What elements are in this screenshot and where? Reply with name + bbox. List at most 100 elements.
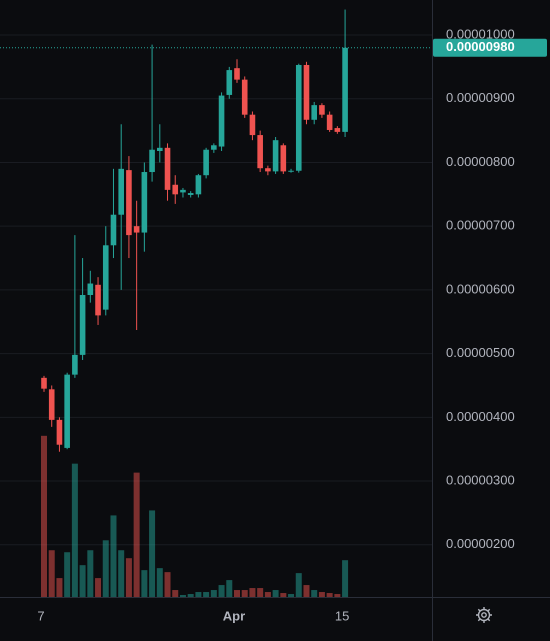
candle-body bbox=[141, 172, 148, 233]
candle-body bbox=[56, 419, 63, 445]
candle-body bbox=[272, 140, 279, 172]
x-tick-label: 15 bbox=[335, 608, 349, 623]
candle-body bbox=[102, 245, 109, 310]
volume-bar bbox=[280, 593, 287, 597]
volume-bar bbox=[41, 435, 47, 597]
volume-bar bbox=[64, 552, 71, 597]
candle-body bbox=[149, 149, 155, 173]
last-price-tag bbox=[433, 38, 547, 57]
candle-body bbox=[311, 105, 317, 120]
candle-body bbox=[303, 64, 310, 120]
volume-bar bbox=[133, 472, 140, 597]
candle-body bbox=[195, 175, 202, 195]
volume-bar bbox=[334, 594, 341, 597]
volume-bar bbox=[179, 595, 186, 597]
volume-bar bbox=[257, 588, 264, 597]
candle-body bbox=[118, 168, 124, 215]
volume-bar bbox=[95, 578, 102, 597]
volume-bar bbox=[218, 585, 225, 597]
candle-body bbox=[157, 147, 163, 152]
settings-icon[interactable] bbox=[476, 607, 492, 623]
volume-bar bbox=[87, 550, 94, 597]
candle-body bbox=[187, 193, 194, 195]
volume-bar bbox=[311, 590, 318, 597]
candle-body bbox=[87, 283, 94, 295]
candle-body bbox=[95, 284, 101, 316]
volume-bar bbox=[125, 558, 132, 597]
volume-bar bbox=[56, 578, 63, 597]
candle-body bbox=[164, 147, 171, 190]
y-tick-label: 0.00000400 bbox=[446, 409, 515, 424]
x-tick-label: 7 bbox=[37, 608, 44, 623]
volume-bar bbox=[210, 590, 217, 597]
candle-body bbox=[234, 68, 240, 80]
candle-body bbox=[319, 105, 325, 115]
y-tick-label: 0.00000500 bbox=[446, 345, 515, 360]
volume-bar bbox=[264, 592, 271, 597]
volume-bar bbox=[288, 594, 295, 597]
volume-bar bbox=[156, 568, 163, 597]
volume-bar bbox=[342, 560, 349, 597]
candle-body bbox=[172, 184, 179, 195]
candle-body bbox=[241, 79, 248, 115]
y-tick-label: 0.00000700 bbox=[446, 218, 515, 233]
candle-body bbox=[180, 189, 186, 193]
y-tick-label: 0.00001000 bbox=[446, 26, 515, 41]
volume-bar bbox=[303, 585, 310, 597]
candle-body bbox=[295, 64, 302, 171]
volume-bar bbox=[110, 515, 117, 597]
candle-body bbox=[110, 214, 117, 246]
volume-bar bbox=[164, 572, 171, 597]
volume-bar bbox=[318, 592, 325, 597]
candle-body bbox=[126, 170, 132, 236]
candle-body bbox=[211, 145, 217, 150]
candle-body bbox=[41, 377, 47, 389]
candle-body bbox=[257, 135, 263, 169]
x-tick-label: Apr bbox=[223, 608, 245, 623]
candle-body bbox=[249, 114, 256, 136]
volume-bar bbox=[326, 593, 333, 597]
volume-bar bbox=[295, 573, 302, 597]
candle-body bbox=[79, 294, 86, 355]
y-tick-label: 0.00000900 bbox=[446, 90, 515, 105]
volume-bar bbox=[234, 590, 240, 597]
y-tick-label: 0.00000200 bbox=[446, 536, 515, 551]
candle-body bbox=[218, 95, 225, 147]
candle-body bbox=[133, 226, 140, 233]
gear-hub bbox=[481, 612, 487, 618]
y-tick-label: 0.00000300 bbox=[446, 472, 515, 487]
gear-teeth bbox=[476, 607, 492, 623]
candle-body bbox=[72, 354, 78, 375]
candle-body bbox=[326, 114, 333, 130]
volume-bar bbox=[272, 590, 279, 597]
volume-bar bbox=[241, 590, 248, 597]
candle-body bbox=[48, 389, 55, 420]
volume-bar bbox=[79, 565, 86, 597]
volume-bar bbox=[141, 570, 148, 597]
volume-bar bbox=[226, 580, 233, 597]
volume-bar bbox=[71, 463, 78, 597]
volume-bar bbox=[118, 550, 125, 597]
volume-bar bbox=[203, 592, 210, 597]
candle-body bbox=[265, 168, 271, 172]
candle-body bbox=[64, 374, 70, 448]
candle-body bbox=[280, 145, 287, 172]
volume-bar bbox=[102, 540, 109, 597]
volume-bar bbox=[149, 510, 156, 597]
candle-body bbox=[226, 70, 233, 95]
candle-body bbox=[342, 47, 348, 132]
y-tick-label: 0.00000800 bbox=[446, 154, 515, 169]
candle-body bbox=[203, 149, 209, 176]
candle-body bbox=[288, 170, 294, 172]
y-tick-label: 0.00000600 bbox=[446, 281, 515, 296]
candle-body bbox=[334, 128, 341, 132]
volume-bar bbox=[48, 550, 55, 597]
volume-bar bbox=[187, 594, 194, 597]
volume-bar bbox=[172, 590, 179, 597]
volume-bar bbox=[249, 588, 256, 597]
last-price-label: 0.00000980 bbox=[446, 39, 515, 54]
volume-bar bbox=[195, 592, 202, 597]
